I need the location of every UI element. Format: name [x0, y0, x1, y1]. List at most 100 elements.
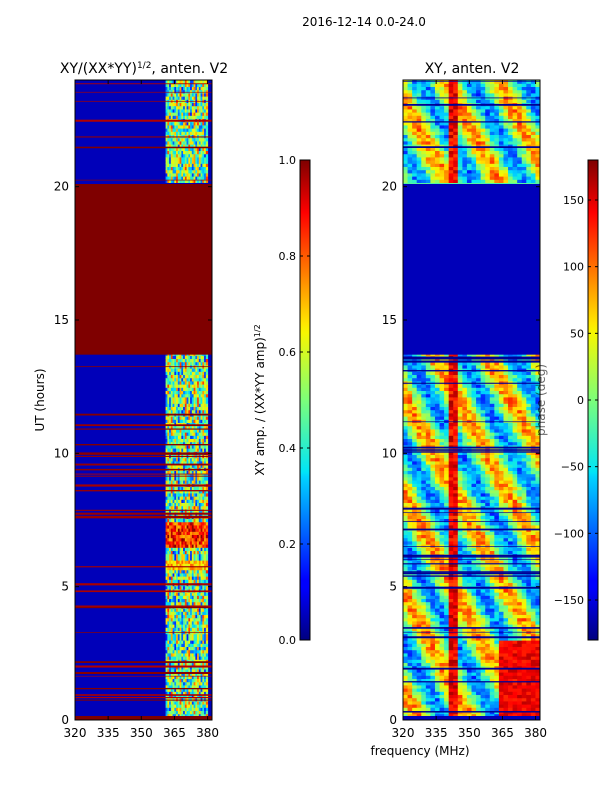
left-heatmap-row-stripe	[75, 566, 212, 568]
left-heatmap-cell	[204, 441, 207, 446]
left-heatmap-cell	[169, 374, 172, 379]
right-heatmap-cell	[526, 707, 532, 711]
right-heatmap-cell	[485, 604, 491, 609]
left-heatmap-cell	[172, 368, 175, 372]
left-heatmap-cell	[176, 153, 179, 158]
right-heatmap-cell	[503, 691, 509, 695]
left-heatmap-cell	[167, 435, 170, 439]
right-heatmap-cell	[439, 700, 445, 705]
left-heatmap-cell	[169, 649, 172, 654]
left-heatmap-cell	[176, 406, 179, 411]
left-heatmap-cell	[174, 636, 177, 641]
right-heatmap-cell	[480, 620, 486, 625]
right-heatmap-cell	[471, 576, 477, 580]
right-heatmap-cell	[462, 592, 468, 596]
left-heatmap-cell	[188, 492, 191, 497]
left-heatmap-cell	[195, 640, 198, 644]
left-heatmap-cell	[172, 691, 175, 695]
left-heatmap-cell	[184, 416, 188, 420]
left-heatmap-cell	[165, 448, 168, 452]
left-heatmap-cell	[197, 409, 200, 414]
left-heatmap-cell	[184, 649, 188, 654]
left-heatmap-cell	[174, 460, 177, 465]
left-heatmap-cell	[170, 393, 174, 398]
left-heatmap-row-stripe	[75, 671, 212, 674]
left-heatmap-cell	[169, 636, 172, 641]
left-heatmap-cell	[198, 636, 202, 641]
right-heatmap-cell	[457, 675, 463, 679]
right-heatmap-cell	[512, 620, 518, 625]
left-heatmap-cell	[167, 416, 170, 420]
right-heatmap-cell	[430, 620, 436, 625]
right-heatmap-cell	[425, 640, 431, 644]
left-heatmap-cell	[170, 524, 174, 529]
left-heatmap-cell	[186, 598, 189, 603]
right-heatmap-cell	[430, 582, 436, 587]
colorbar-tick-label: 0.0	[279, 634, 297, 647]
left-heatmap-cell	[190, 441, 193, 446]
left-heatmap-cell	[177, 169, 181, 174]
left-heatmap-cell	[193, 112, 196, 116]
right-heatmap-cell	[448, 668, 454, 673]
left-heatmap-cell	[193, 371, 196, 375]
left-heatmap-cell	[197, 521, 200, 526]
left-heatmap-cell	[204, 492, 207, 497]
right-heatmap-cell	[457, 649, 463, 654]
left-heatmap-cell	[191, 403, 195, 407]
left-heatmap-cell	[184, 489, 188, 494]
left-heatmap-cell	[165, 614, 168, 619]
right-heatmap-cell	[498, 611, 504, 615]
right-heatmap-cell	[425, 588, 431, 593]
right-heatmap-cell	[448, 672, 454, 676]
left-heatmap-cell	[179, 531, 182, 535]
left-heatmap-cell	[188, 380, 191, 385]
right-heatmap-cell	[517, 582, 523, 587]
right-heatmap-cell	[485, 636, 491, 641]
right-heatmap-cell	[462, 636, 468, 641]
left-heatmap-cell	[169, 387, 172, 391]
right-heatmap-cell	[412, 704, 418, 708]
left-heatmap-cell	[205, 646, 209, 651]
left-heatmap-cell	[200, 153, 203, 158]
left-heatmap-cell	[169, 608, 172, 612]
left-heatmap-cell	[177, 361, 181, 366]
left-heatmap-cell	[183, 153, 186, 158]
right-heatmap-cell	[535, 713, 540, 718]
left-heatmap-cell	[193, 572, 196, 577]
left-heatmap-cell	[198, 137, 202, 142]
left-heatmap-cell	[184, 163, 188, 167]
right-heatmap-cell	[421, 662, 427, 667]
left-heatmap-cell	[181, 105, 184, 110]
left-heatmap-cell	[188, 540, 191, 545]
right-heatmap-cell	[430, 704, 436, 708]
left-heatmap-cell	[176, 105, 179, 110]
right-heatmap-cell	[526, 697, 532, 702]
left-heatmap-cell	[202, 499, 205, 503]
left-heatmap-cell	[197, 476, 200, 481]
left-heatmap-cell	[191, 617, 195, 622]
right-heatmap-cell	[485, 620, 491, 625]
right-heatmap-cell	[434, 684, 441, 689]
right-heatmap-cell	[480, 678, 486, 683]
left-heatmap-cell	[191, 441, 195, 446]
left-heatmap-cell	[191, 553, 195, 558]
right-heatmap-cell	[485, 601, 491, 606]
right-heatmap-cell	[403, 659, 409, 663]
right-heatmap-cell	[503, 611, 509, 615]
right-heatmap-cell	[466, 588, 472, 593]
right-heatmap-cell	[462, 576, 468, 580]
left-heatmap-cell	[198, 473, 202, 478]
right-heatmap-cell	[526, 656, 532, 660]
left-heatmap-cell	[191, 464, 195, 468]
left-heatmap-cell	[205, 643, 209, 647]
left-heatmap-cell	[188, 534, 191, 539]
left-heatmap-cell	[181, 166, 184, 171]
right-heatmap-cell	[412, 588, 418, 593]
left-heatmap-cell	[195, 540, 198, 545]
left-heatmap-cell	[165, 579, 168, 583]
left-heatmap-cell	[200, 659, 203, 663]
left-heatmap-cell	[181, 89, 184, 94]
left-heatmap-cell	[181, 710, 184, 715]
left-heatmap-cell	[176, 601, 179, 606]
right-heatmap-cell	[508, 665, 514, 670]
